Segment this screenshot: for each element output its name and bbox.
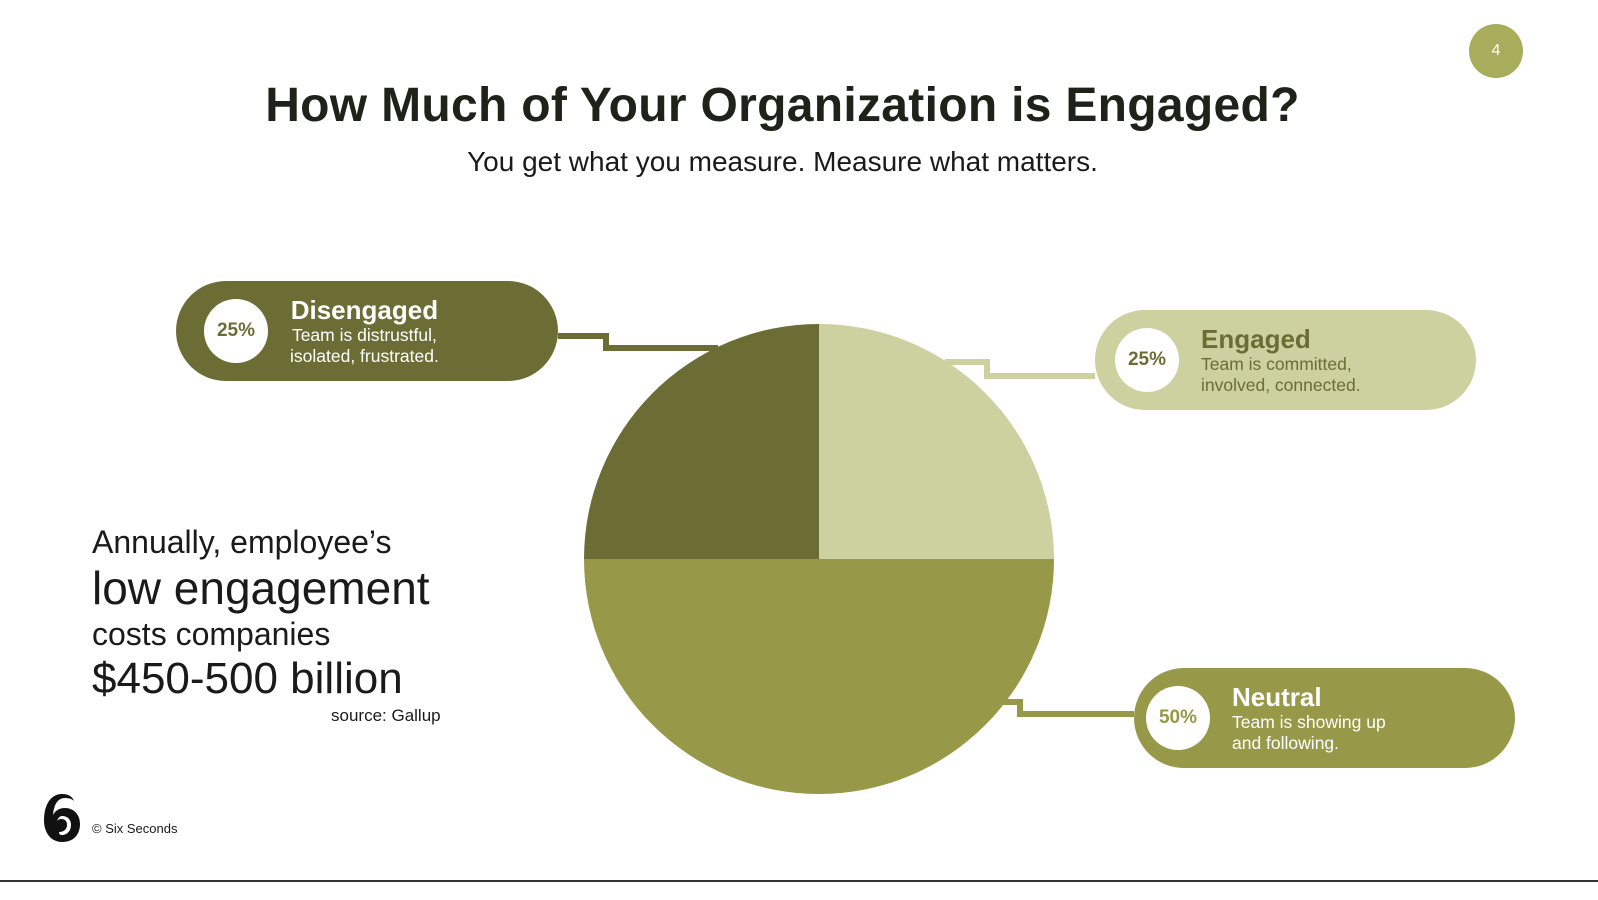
- stat-line-1: Annually, employee’s: [92, 524, 392, 560]
- engaged-percent: 25%: [1115, 328, 1179, 392]
- neutral-desc-line1: Team is showing up: [1232, 712, 1386, 732]
- engaged-label: Engaged: [1201, 324, 1311, 354]
- stat-line-3: costs companies: [92, 616, 331, 652]
- neutral-label: Neutral: [1232, 682, 1322, 712]
- engaged-desc-line1: Team is committed,: [1201, 354, 1352, 374]
- callout-disengaged: 25% Disengaged Team is distrustful, isol…: [176, 281, 558, 381]
- engagement-cost-stat: Annually, employee’s low engagement cost…: [92, 522, 430, 704]
- disengaged-desc-line2: isolated, frustrated.: [290, 346, 439, 366]
- slide-subtitle: You get what you measure. Measure what m…: [467, 146, 1098, 177]
- pie-slice-engaged: [819, 324, 1054, 559]
- pie-slice-neutral: [584, 559, 1054, 794]
- connector-engaged: [945, 359, 1095, 379]
- stat-line-4: $450-500 billion: [92, 654, 403, 703]
- disengaged-percent: 25%: [204, 299, 268, 363]
- stat-source: source: Gallup: [331, 706, 441, 725]
- bottom-divider: [0, 880, 1598, 882]
- connector-disengaged: [558, 333, 718, 351]
- page-number: 4: [1469, 24, 1523, 78]
- pie-slice-disengaged: [584, 324, 819, 559]
- callout-engaged: 25% Engaged Team is committed, involved,…: [1095, 310, 1476, 410]
- engaged-desc-line2: involved, connected.: [1201, 375, 1361, 395]
- callout-neutral: 50% Neutral Team is showing up and follo…: [1134, 668, 1515, 768]
- disengaged-label: Disengaged: [290, 295, 439, 325]
- pie-slices: [584, 324, 1054, 794]
- disengaged-desc-line1: Team is distrustful,: [291, 325, 437, 345]
- copyright-text: © Six Seconds: [92, 821, 178, 836]
- neutral-percent: 50%: [1146, 686, 1210, 750]
- six-seconds-logo-icon: [44, 794, 80, 842]
- stat-line-2: low engagement: [92, 562, 430, 614]
- slide-title: How Much of Your Organization is Engaged…: [265, 79, 1300, 132]
- neutral-desc-line2: and following.: [1232, 733, 1340, 753]
- connector-neutral: [1003, 699, 1134, 717]
